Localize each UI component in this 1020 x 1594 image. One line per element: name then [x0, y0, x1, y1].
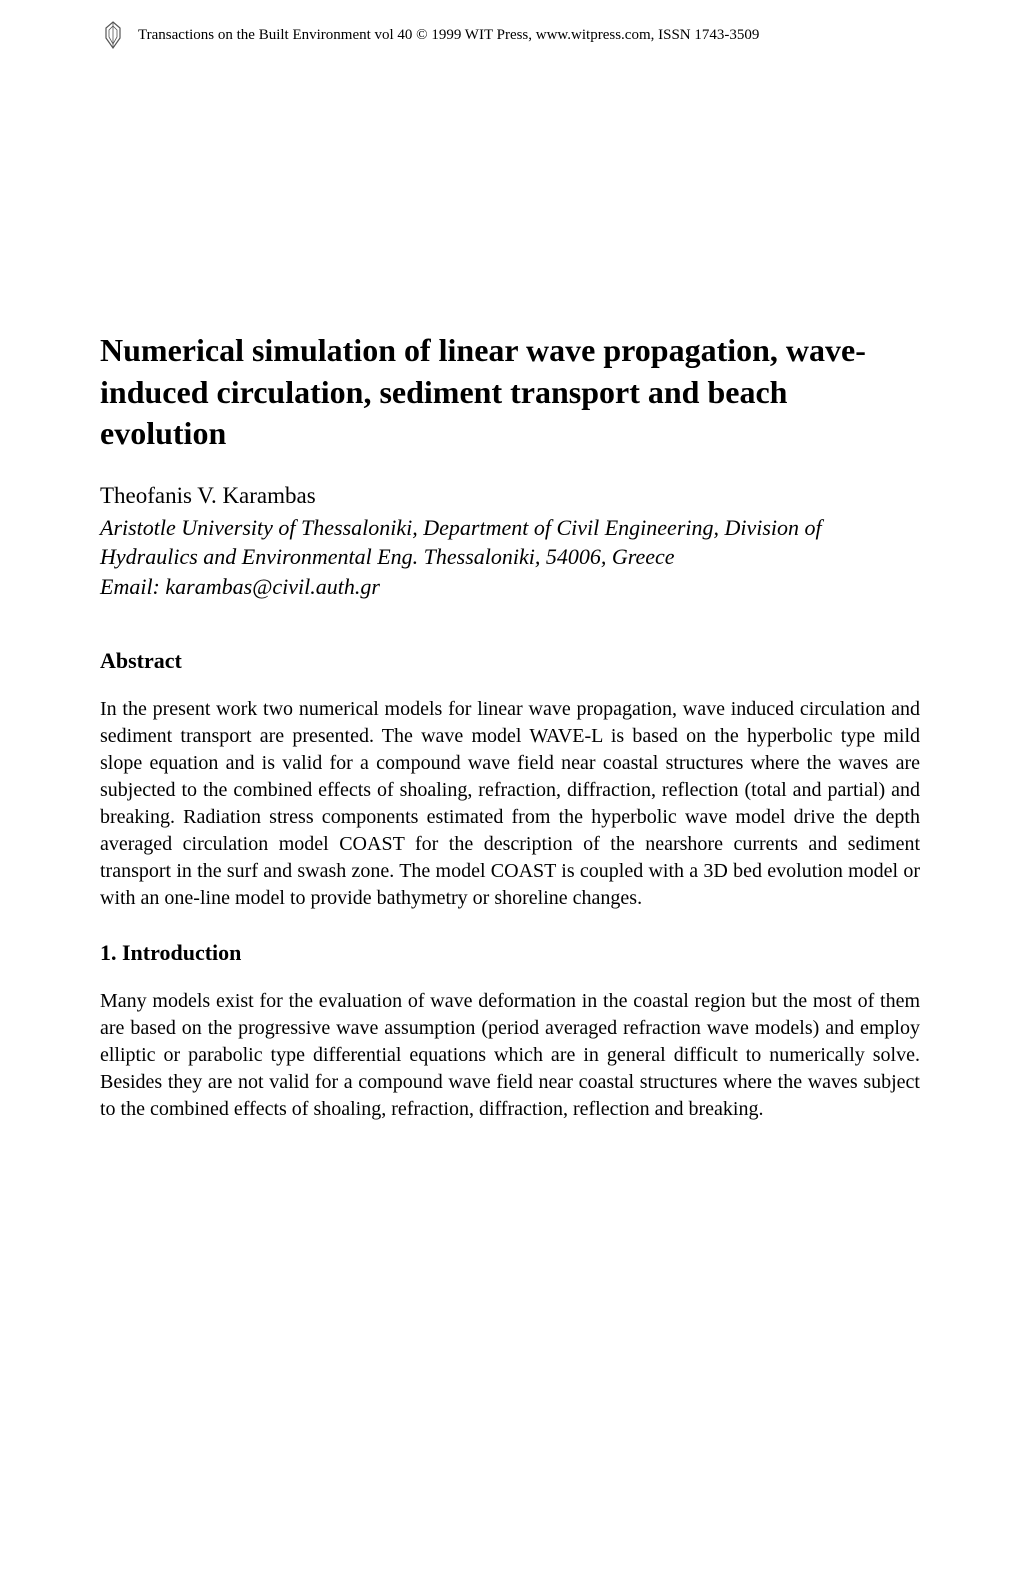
abstract-heading: Abstract: [100, 648, 920, 674]
publisher-logo-icon: [100, 20, 126, 50]
page-header: Transactions on the Built Environment vo…: [100, 20, 920, 50]
author-affiliation: Aristotle University of Thessaloniki, De…: [100, 513, 920, 572]
header-text: Transactions on the Built Environment vo…: [138, 27, 759, 44]
introduction-heading: 1. Introduction: [100, 940, 920, 966]
author-name: Theofanis V. Karambas: [100, 483, 920, 509]
abstract-body: In the present work two numerical models…: [100, 696, 920, 912]
introduction-body: Many models exist for the evaluation of …: [100, 988, 920, 1123]
author-email: Email: karambas@civil.auth.gr: [100, 574, 920, 600]
paper-page: Transactions on the Built Environment vo…: [0, 0, 1020, 1211]
paper-title: Numerical simulation of linear wave prop…: [100, 330, 920, 455]
